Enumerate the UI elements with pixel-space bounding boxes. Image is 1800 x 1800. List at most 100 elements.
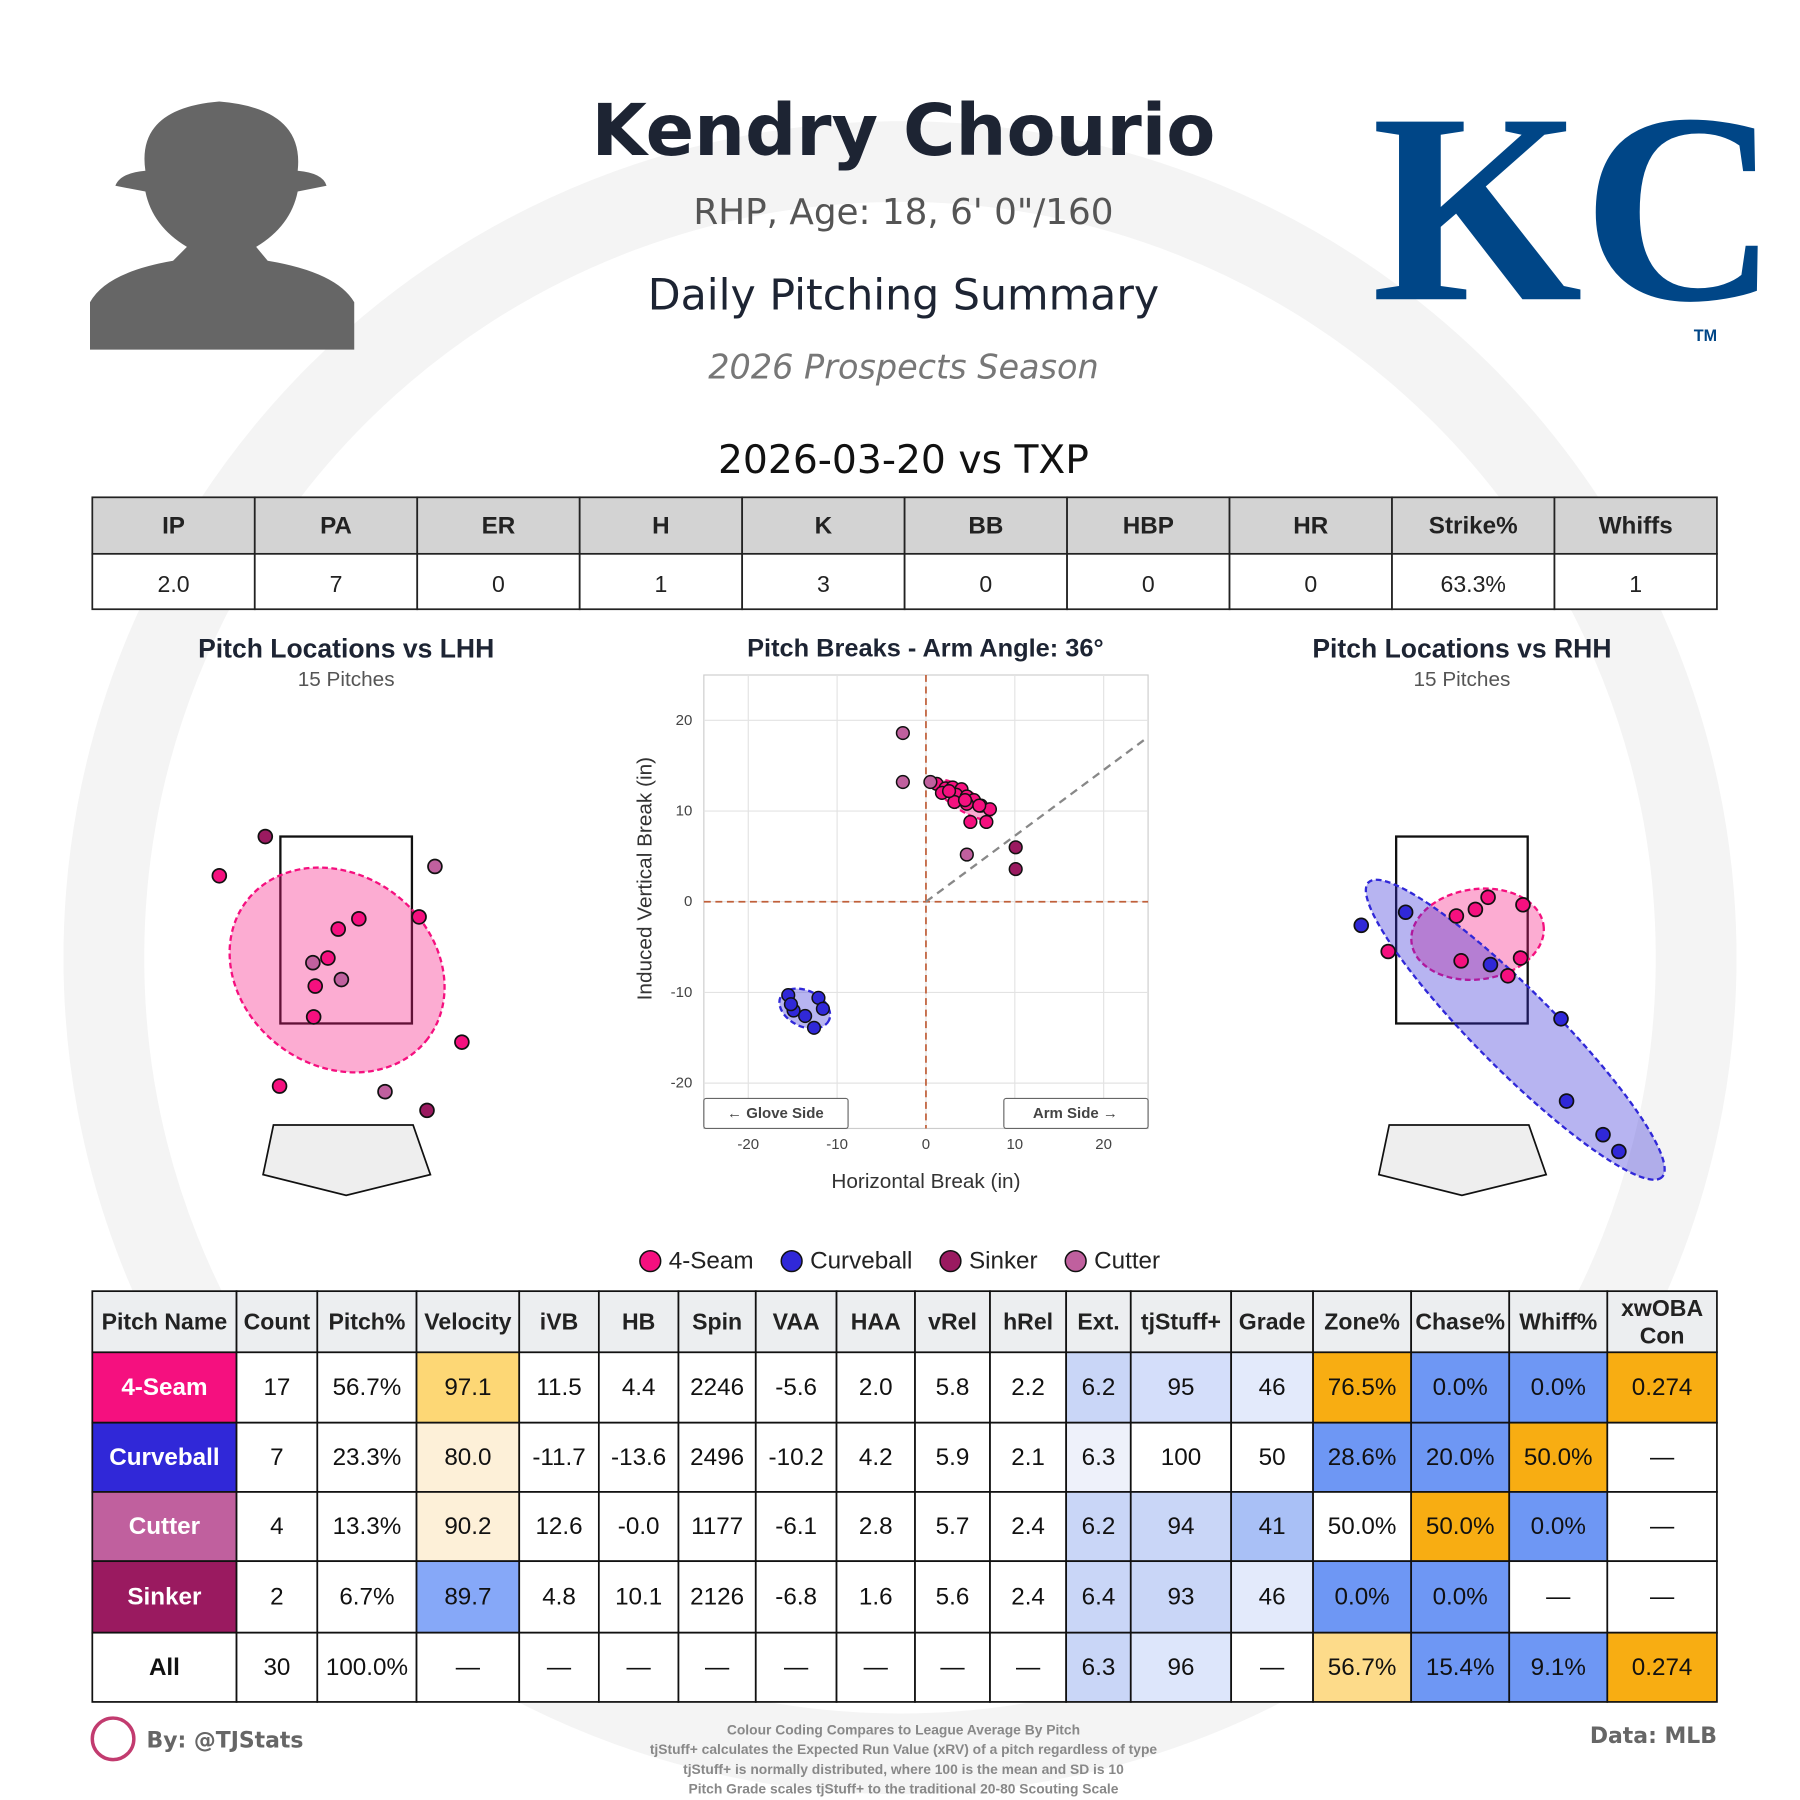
table-value: 96 [1167,1654,1194,1681]
table-cell [415,1560,521,1634]
pitch-location [427,858,443,875]
table-value: 1.6 [859,1583,893,1610]
table-header-cell [1230,1290,1314,1354]
pitch-break [815,1001,830,1016]
table-header: Grade [1239,1309,1306,1335]
table-header-cell [235,1290,319,1354]
pitch-break [1008,840,1023,855]
table-header: Count [244,1309,311,1335]
pitch-break [806,1020,822,1035]
season: 2026 Prospects Season [708,347,1098,386]
table-value: 6.7% [339,1583,394,1610]
arm-side-label: Arm Side → [1033,1105,1118,1122]
table-value: 56.7% [333,1374,402,1401]
pitch-location [211,868,228,884]
table-cell [989,1631,1068,1703]
table-header-cell [415,1290,521,1354]
table-value: — [864,1654,889,1681]
player-name: Kendry Chourio [592,89,1216,172]
table-header: hRel [1003,1309,1053,1335]
pitch-location [351,910,367,927]
table-header-cell [677,1290,757,1354]
table-cell [1312,1351,1413,1424]
player-silhouette [90,101,355,350]
table-header: Whiff% [1519,1309,1597,1335]
legend: 4-Seam Curveball Sinker Cutter [639,1248,1160,1275]
table-value: -6.1 [775,1513,817,1540]
pitch-location [1500,968,1516,984]
table-value: -10.2 [769,1444,824,1471]
table-value: 6.2 [1082,1374,1116,1401]
summary-value: 0 [1142,571,1155,597]
table-cell [1410,1351,1511,1424]
pitch-break [979,814,994,830]
table-cell [1410,1421,1511,1493]
table-cell [1129,1560,1233,1634]
summary-value-cell [903,552,1068,611]
table-value: 0.0% [1531,1374,1586,1401]
table-cell [989,1351,1068,1424]
table-value: — [456,1654,481,1681]
table-header: VAA [773,1309,820,1335]
table-cell [91,1421,238,1493]
table-header-cell [1508,1290,1609,1354]
table-cell [235,1351,319,1424]
summary-header: PA [320,513,352,540]
pitch-break [923,774,938,790]
table-value: 50.0% [1328,1513,1397,1540]
table-cell [1508,1560,1609,1634]
pitch-location [257,828,274,845]
table-value: — [1546,1583,1571,1610]
table-header: Pitch Name [102,1309,228,1335]
summary-value: 1 [655,571,668,597]
table-value: 50.0% [1426,1513,1495,1540]
x-tick-label: 0 [922,1136,930,1153]
summary-header: H [652,513,670,540]
summary-value: 63.3% [1441,571,1506,597]
glove-side-label: ← Glove Side [727,1105,824,1122]
footer-note: Colour Coding Compares to League Average… [727,1722,1080,1738]
x-tick-label: 20 [1095,1136,1112,1153]
footer-by: By: @TJStats [147,1729,304,1754]
summary-value-cell [578,552,744,611]
watermark [63,121,1737,1795]
pitch-location [1397,904,1414,921]
table-value: 11.5 [536,1374,581,1401]
table-cell [1606,1351,1718,1424]
table-value: 4 [270,1513,283,1540]
table-header-cell [989,1290,1068,1354]
table-cell [91,1631,238,1703]
pitch-location [1453,953,1469,969]
pitch-location [411,909,427,925]
summary-value-cell [1553,552,1718,611]
legend-marker [639,1250,662,1273]
summary-value-cell [1391,552,1556,611]
table-value: 46 [1259,1583,1286,1610]
table-value: — [705,1654,730,1681]
table-cell [235,1421,319,1493]
pitch-location [1482,956,1499,973]
table-cell [415,1631,521,1703]
table-header-cell [91,1290,238,1354]
table-cell [316,1631,418,1703]
table-value: -13.6 [611,1444,666,1471]
table-value: 17 [263,1374,290,1401]
legend-marker [1064,1250,1087,1273]
table-cell [235,1560,319,1634]
table-value: — [1650,1444,1675,1471]
table-cell [1230,1421,1314,1493]
table-header: vRel [928,1309,977,1335]
table-cell [677,1491,757,1563]
table-value: 2.4 [1011,1513,1045,1540]
summary-value: 7 [330,571,343,597]
table-value: — [1016,1654,1041,1681]
pitch-break [941,783,957,799]
table-cell [1508,1491,1609,1563]
table-value: 0.0% [1433,1583,1488,1610]
pitch-location [1515,896,1531,913]
table-cell [1312,1560,1413,1634]
table-cell [835,1491,916,1563]
table-value: 6.3 [1082,1444,1116,1471]
table-value: 28.6% [1328,1444,1397,1471]
